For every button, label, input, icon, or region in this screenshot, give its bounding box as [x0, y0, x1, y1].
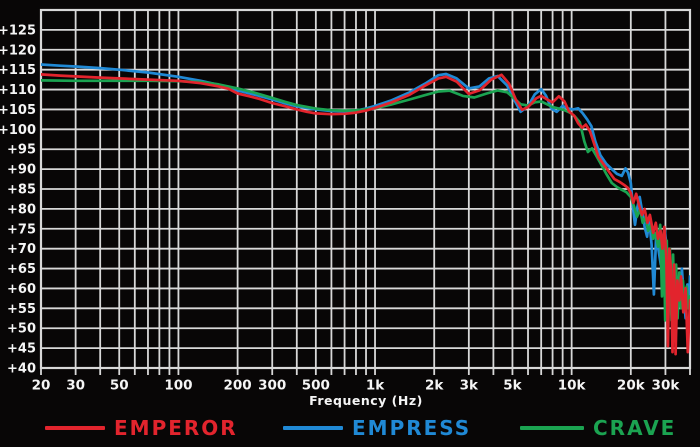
plot-frame — [39, 8, 692, 370]
legend-item-crave: CRAVE — [520, 414, 676, 442]
x-tick-label: 20 — [32, 378, 51, 394]
y-tick-label: +90 — [7, 163, 36, 178]
y-tick-label: +60 — [7, 282, 36, 297]
legend-line-empress — [283, 426, 343, 430]
y-axis-tick-labels: +125 +120 +115 +110 +105 +100 +95 +90 +85 +80 +75 +… — [0, 23, 36, 376]
legend-line-emperor — [45, 426, 105, 430]
x-tick-label: 5k — [503, 378, 522, 394]
x-tick-label: 300 — [258, 378, 286, 394]
y-tick-label: +110 — [0, 83, 36, 98]
y-tick-label: +120 — [0, 43, 36, 58]
legend-item-empress: EMPRESS — [283, 414, 471, 442]
x-tick-label: 200 — [224, 378, 252, 394]
y-tick-label: +80 — [7, 202, 36, 217]
legend-label-empress: EMPRESS — [352, 416, 472, 440]
x-axis-title: Frequency (Hz) — [309, 393, 423, 408]
x-axis-tick-labels: 20 30 50 100 200 300 500 1k 2k 3k 5k 10k 20k 30k — [32, 378, 681, 394]
curves — [41, 63, 690, 356]
y-tick-label: +75 — [7, 222, 36, 237]
x-tick-label: 10k — [558, 378, 587, 394]
y-tick-label: +105 — [0, 103, 36, 118]
x-tick-label: 500 — [302, 378, 330, 394]
legend-item-emperor: EMPEROR — [45, 414, 238, 442]
y-tick-label: +70 — [7, 242, 36, 257]
y-tick-label: +55 — [7, 302, 36, 317]
x-tick-label: 3k — [460, 378, 479, 394]
y-tick-label: +85 — [7, 183, 36, 198]
legend-label-crave: CRAVE — [593, 416, 677, 440]
y-tick-label: +125 — [0, 23, 36, 38]
x-tick-label: 100 — [164, 378, 192, 394]
x-tick-label: 30 — [66, 378, 85, 394]
x-tick-label: 30k — [652, 378, 681, 394]
chart-legend: EMPEROR EMPRESS CRAVE — [0, 414, 700, 442]
x-tick-label: 2k — [425, 378, 444, 394]
axis-tick-marks — [40, 369, 691, 375]
y-tick-label: +40 — [7, 362, 36, 377]
y-tick-label: +50 — [7, 322, 36, 337]
x-tick-label: 1k — [366, 378, 385, 394]
grid-lines — [41, 10, 690, 368]
curve-emperor — [41, 73, 690, 356]
y-tick-label: +45 — [7, 342, 36, 357]
x-tick-label: 50 — [110, 378, 129, 394]
y-tick-label: +115 — [0, 63, 36, 78]
legend-line-crave — [520, 426, 584, 430]
y-tick-label: +100 — [0, 123, 36, 138]
y-tick-label: +65 — [7, 262, 36, 277]
x-tick-label: 20k — [617, 378, 646, 394]
y-tick-label: +95 — [7, 143, 36, 158]
legend-label-emperor: EMPEROR — [114, 416, 238, 440]
